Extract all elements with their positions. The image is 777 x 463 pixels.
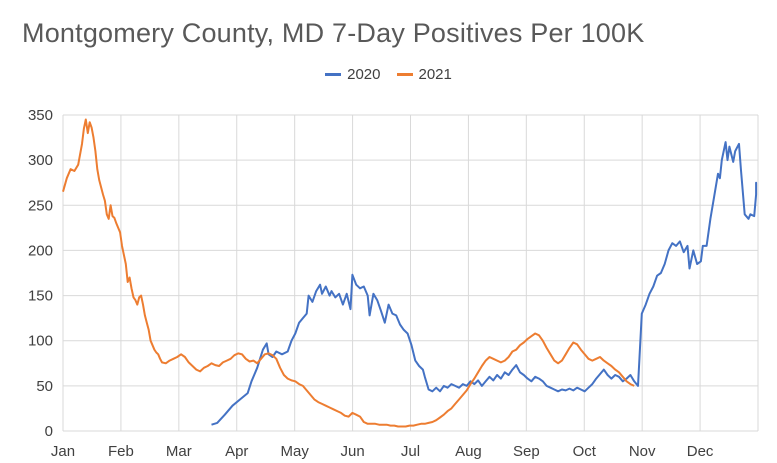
- legend-label-2020: 2020: [347, 66, 381, 83]
- series-lines: [62, 118, 758, 428]
- legend-swatch-2020: [325, 73, 342, 76]
- x-tick-label-jun: Jun: [340, 443, 364, 460]
- y-tick-label-100: 100: [28, 333, 53, 350]
- legend-swatch-2021: [396, 73, 413, 76]
- legend-item-2020: 2020: [325, 66, 381, 83]
- x-tick-label-sep: Sep: [513, 443, 540, 460]
- y-tick-label-350: 350: [28, 107, 53, 124]
- x-tick-label-mar: Mar: [166, 443, 192, 460]
- x-tick-label-oct: Oct: [573, 443, 597, 460]
- x-axis-ticks: Jan Feb Mar Apr May Jun Jul Aug Sep Oct Nov Dec: [51, 443, 714, 460]
- y-tick-label-300: 300: [28, 152, 53, 169]
- series-line-2020: [211, 141, 758, 426]
- y-tick-label-50: 50: [36, 378, 53, 395]
- y-tick-label-200: 200: [28, 242, 53, 259]
- x-tick-label-aug: Aug: [455, 443, 482, 460]
- x-tick-label-nov: Nov: [629, 443, 656, 460]
- y-tick-label-150: 150: [28, 288, 53, 305]
- y-tick-label-0: 0: [45, 423, 53, 440]
- x-tick-label-jul: Jul: [401, 443, 420, 460]
- x-tick-label-dec: Dec: [687, 443, 714, 460]
- x-tick-label-may: May: [280, 443, 309, 460]
- x-tick-label-apr: Apr: [225, 443, 248, 460]
- chart-grid: [62, 114, 759, 432]
- legend-item-2021: 2021: [396, 66, 452, 83]
- chart-legend: 2020 2021: [0, 66, 777, 83]
- series-line-2021: [62, 118, 635, 428]
- y-tick-label-250: 250: [28, 197, 53, 214]
- x-tick-label-feb: Feb: [108, 443, 134, 460]
- x-tick-label-jan: Jan: [51, 443, 75, 460]
- chart-title: Montgomery County, MD 7-Day Positives Pe…: [22, 18, 645, 48]
- y-axis-ticks: 0 50 100 150 200 250 300 350: [28, 107, 53, 440]
- legend-label-2021: 2021: [418, 66, 452, 83]
